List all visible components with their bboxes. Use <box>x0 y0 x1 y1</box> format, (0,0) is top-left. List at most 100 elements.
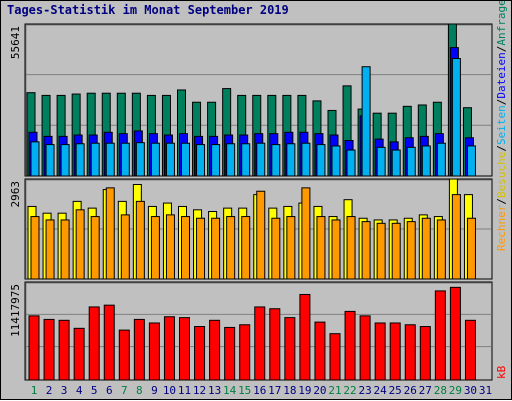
day-label-25: 25 <box>389 384 402 397</box>
legend-kb: kB <box>495 365 508 379</box>
seiten-bar-23 <box>361 66 371 177</box>
seiten-bar-13 <box>211 144 221 177</box>
rechner-bar-8 <box>135 200 145 280</box>
kb-bar-27 <box>419 326 431 381</box>
day-label-16: 16 <box>253 384 266 397</box>
seiten-bar-28 <box>436 142 446 177</box>
seiten-bar-20 <box>316 144 326 177</box>
kb-bar-13 <box>209 319 221 381</box>
legend-top: Rechner/Besuche/Seiten/Dateien/Anfragen <box>495 1 508 251</box>
legend-sep: / <box>495 145 508 152</box>
rechner-bar-23 <box>361 221 371 280</box>
kb-bar-24 <box>374 322 386 381</box>
kb-bar-28 <box>434 290 446 381</box>
rechner-bar-1 <box>30 216 40 280</box>
rechner-bar-21 <box>331 219 341 280</box>
legend-rechner: Rechner <box>495 204 508 251</box>
day-label-22: 22 <box>343 384 356 397</box>
rechner-bar-9 <box>150 216 160 280</box>
day-label-8: 8 <box>136 384 143 397</box>
seiten-bar-4 <box>75 143 85 177</box>
day-label-3: 3 <box>61 384 68 397</box>
rechner-bar-3 <box>60 219 70 280</box>
rechner-bar-4 <box>75 209 85 280</box>
rechner-bar-10 <box>165 214 175 280</box>
legend-kb-line: kB <box>495 365 508 379</box>
day-label-2: 2 <box>46 384 53 397</box>
kb-bar-1 <box>28 315 40 381</box>
seiten-bar-9 <box>150 142 160 177</box>
kb-bar-18 <box>284 317 296 381</box>
kb-bar-7 <box>118 329 130 381</box>
seiten-bar-8 <box>135 142 145 177</box>
rechner-bar-13 <box>211 217 221 280</box>
seiten-bar-21 <box>331 145 341 177</box>
hits-ymax-label: 55641 <box>9 26 22 59</box>
day-label-10: 10 <box>163 384 176 397</box>
seiten-bar-27 <box>421 145 431 177</box>
kb-bar-14 <box>224 326 236 381</box>
kb-bar-30 <box>464 319 476 381</box>
day-label-11: 11 <box>178 384 191 397</box>
seiten-bar-18 <box>286 143 296 177</box>
kb-bar-5 <box>88 306 100 381</box>
legend-sep: / <box>495 46 508 53</box>
kb-bar-17 <box>269 308 281 381</box>
day-label-21: 21 <box>328 384 341 397</box>
kb-bar-29 <box>449 286 461 381</box>
day-label-30: 30 <box>464 384 477 397</box>
day-label-1: 1 <box>31 384 38 397</box>
kb-bar-6 <box>103 304 115 381</box>
rechner-bar-28 <box>436 219 446 280</box>
rechner-bar-27 <box>421 217 431 280</box>
seiten-bar-11 <box>181 142 190 177</box>
seiten-bar-16 <box>256 142 266 177</box>
rechner-bar-6 <box>105 187 115 280</box>
legend-anfragen: Anfragen <box>495 1 508 46</box>
day-label-14: 14 <box>223 384 237 397</box>
seiten-bar-5 <box>90 142 100 177</box>
seiten-bar-12 <box>196 144 206 177</box>
day-label-29: 29 <box>449 384 462 397</box>
seiten-bar-30 <box>466 145 476 177</box>
rechner-bar-29 <box>451 194 461 280</box>
legend-besuche: Besuche <box>495 152 508 198</box>
kb-bar-11 <box>179 317 190 381</box>
day-label-28: 28 <box>434 384 447 397</box>
day-label-24: 24 <box>374 384 388 397</box>
day-label-9: 9 <box>151 384 158 397</box>
rechner-bar-12 <box>196 217 206 280</box>
rechner-bar-2 <box>45 219 55 280</box>
day-label-7: 7 <box>121 384 128 397</box>
rechner-bar-22 <box>346 216 356 280</box>
kb-bar-21 <box>329 333 341 381</box>
day-label-23: 23 <box>358 384 371 397</box>
seiten-bar-25 <box>391 149 401 177</box>
kb-ymax-label: 11417975 <box>9 284 22 337</box>
kb-bar-16 <box>254 306 266 381</box>
kb-bar-10 <box>163 316 175 381</box>
day-label-12: 12 <box>193 384 206 397</box>
day-label-17: 17 <box>268 384 281 397</box>
kb-bar-19 <box>299 293 311 381</box>
rechner-bar-7 <box>120 214 130 280</box>
day-label-27: 27 <box>419 384 432 397</box>
day-label-6: 6 <box>106 384 113 397</box>
day-label-5: 5 <box>91 384 98 397</box>
kb-bar-12 <box>194 326 206 381</box>
seiten-bar-1 <box>30 141 40 177</box>
rechner-bar-18 <box>286 216 296 280</box>
kb-bar-2 <box>43 318 55 381</box>
rechner-bar-26 <box>406 221 416 280</box>
legend-seiten: Seiten <box>495 105 508 145</box>
rechner-bar-24 <box>376 222 386 280</box>
day-label-26: 26 <box>404 384 417 397</box>
seiten-bar-29 <box>451 58 461 177</box>
rechner-bar-20 <box>316 216 326 280</box>
seiten-bar-6 <box>105 142 115 177</box>
legend-sep: / <box>495 198 508 205</box>
rechner-bar-16 <box>256 190 266 280</box>
seiten-bar-15 <box>241 143 251 177</box>
